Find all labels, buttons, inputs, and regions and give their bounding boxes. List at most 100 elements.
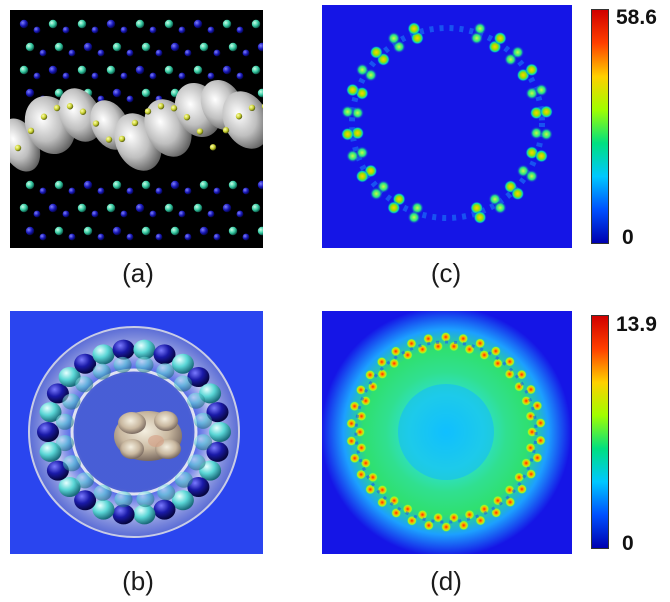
lattice-atom: [112, 88, 122, 98]
caption-d: (d): [430, 566, 462, 596]
density-spot: [475, 515, 486, 526]
ring-sphere: [112, 504, 135, 525]
colorbar-d: [591, 315, 609, 549]
colorbar-c-min: 0: [622, 226, 634, 249]
lattice-atom: [68, 187, 76, 195]
chain-atom: [105, 136, 113, 143]
density-spot: [504, 484, 515, 495]
chain-atom: [40, 113, 48, 120]
chain-atom: [66, 103, 74, 110]
density-spot: [535, 418, 546, 428]
caption-c: (c): [430, 258, 462, 288]
density-spot: [369, 45, 383, 59]
lattice-atom: [62, 72, 70, 80]
isosurface-band: [10, 79, 263, 172]
lattice-atom: [228, 226, 238, 236]
lattice-atom: [193, 65, 203, 75]
lattice-atom: [39, 233, 47, 241]
chain-atom: [183, 114, 191, 121]
lattice-atom: [97, 49, 105, 57]
lattice-atom: [207, 26, 215, 34]
ring-sphere: [153, 344, 176, 365]
lattice-atom: [91, 72, 99, 80]
lattice-atom: [207, 72, 215, 80]
lattice-atom: [199, 226, 209, 236]
density-spot: [406, 515, 417, 526]
density-spot: [535, 435, 546, 446]
density-spot: [346, 149, 360, 163]
density-spot: [423, 333, 434, 344]
lattice-atom: [77, 203, 87, 213]
chain-atom: [144, 108, 152, 115]
isosurface-lobe: [58, 88, 102, 142]
density-spot: [521, 395, 532, 406]
lattice-atom: [193, 203, 203, 213]
chain-atom: [170, 105, 178, 112]
density-spot: [390, 346, 401, 357]
density-spot: [521, 458, 532, 469]
density-spot: [448, 512, 459, 523]
density-spot: [440, 332, 451, 342]
lattice-atom: [39, 49, 47, 57]
lattice-atom: [106, 65, 116, 75]
ring-sphere: [37, 422, 59, 442]
lattice-atom: [68, 233, 76, 241]
density-spot: [475, 338, 486, 349]
lattice-atom: [257, 88, 263, 98]
chain-atom: [131, 119, 139, 127]
density-spot: [525, 169, 539, 183]
lattice-atom: [33, 26, 41, 34]
density-spot: [493, 201, 507, 215]
lattice-atom: [251, 19, 261, 29]
colorbar-c-max: 58.6: [616, 6, 657, 29]
density-spot: [387, 201, 401, 215]
lattice-atom: [251, 65, 261, 75]
chain-atom: [27, 127, 35, 135]
lattice-atom: [54, 226, 64, 236]
ring-sphere: [206, 441, 229, 462]
lattice-atom: [77, 19, 87, 29]
density-spot: [369, 187, 383, 201]
inner-sphere: [187, 454, 206, 471]
density-spot: [402, 504, 413, 514]
lattice-atom: [126, 95, 134, 103]
lattice-atom: [170, 180, 180, 190]
density-spot: [511, 45, 525, 59]
density-spot: [539, 105, 553, 119]
crystal-structure-image: [10, 10, 263, 248]
lattice-atom: [178, 72, 186, 80]
lattice-atom: [112, 180, 122, 190]
density-spot: [473, 22, 487, 36]
lattice-atom: [141, 88, 151, 98]
ring-atoms: [37, 339, 231, 525]
lattice-atom: [242, 233, 250, 241]
lattice-atom: [155, 187, 163, 195]
density-spot: [504, 369, 515, 380]
inner-sphere: [75, 472, 94, 489]
lattice-atom: [135, 65, 145, 75]
lattice-atom: [257, 226, 263, 236]
lattice-atom: [77, 65, 87, 75]
lattice-atom: [149, 72, 157, 80]
lattice-atom: [193, 19, 203, 29]
density-spot: [525, 384, 536, 395]
lattice-atom: [62, 210, 70, 218]
density-spot: [511, 187, 525, 201]
density-spot: [355, 63, 369, 77]
density-spot: [473, 210, 487, 224]
ring-sphere: [58, 477, 81, 497]
lattice-atom: [39, 187, 47, 195]
density-map-d: [322, 311, 572, 554]
lattice-atom: [112, 42, 122, 52]
density-spot: [355, 384, 366, 395]
lattice-atom: [199, 42, 209, 52]
inner-sphere: [55, 435, 74, 452]
lattice-atom: [164, 203, 174, 213]
ring-sphere: [133, 339, 156, 360]
inner-sphere: [55, 413, 74, 430]
density-spot: [534, 83, 548, 97]
panel-d-density-map: [322, 311, 572, 554]
chain-atom: [248, 104, 256, 112]
density-spot: [349, 401, 360, 412]
ring-sphere: [206, 402, 229, 423]
